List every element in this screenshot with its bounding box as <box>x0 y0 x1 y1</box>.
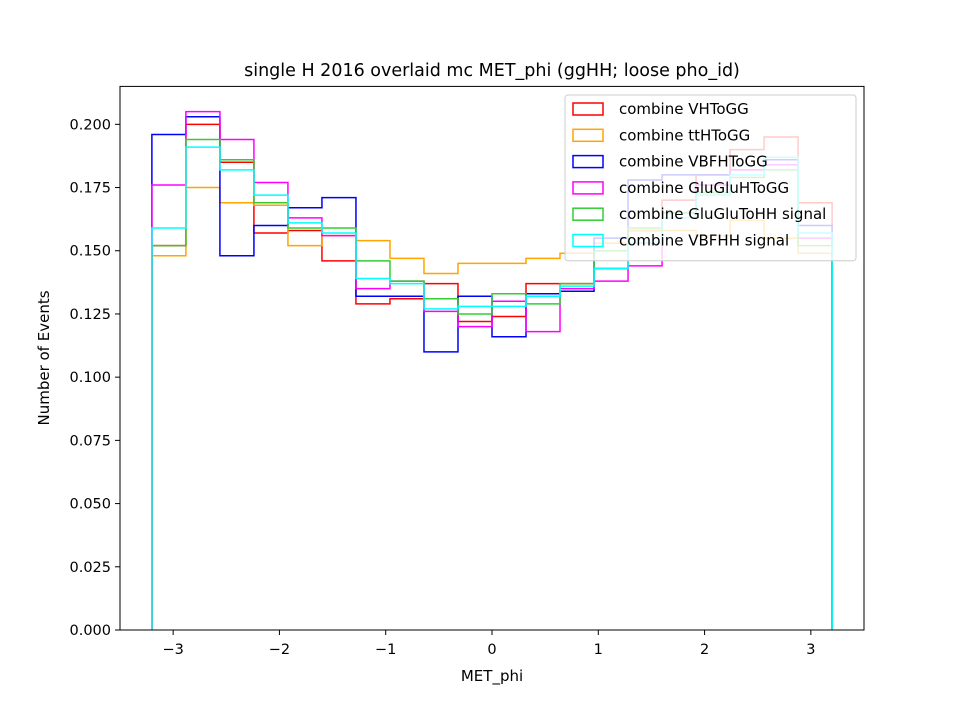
legend-swatch <box>572 128 604 143</box>
y-tick-label: 0.125 <box>69 307 111 323</box>
y-tick-label: 0.150 <box>69 244 111 260</box>
y-tick-label: 0.175 <box>69 181 111 197</box>
legend-box <box>564 94 857 262</box>
x-tick-label: −2 <box>269 642 290 658</box>
x-tick-label: −3 <box>162 642 183 658</box>
legend-label: combine GluGluToHH signal <box>619 205 826 223</box>
y-tick-label: 0.000 <box>69 623 111 639</box>
x-tick-label: 3 <box>806 642 815 658</box>
x-axis-label: MET_phi <box>461 667 523 686</box>
x-tick-label: 2 <box>700 642 709 658</box>
y-tick-label: 0.025 <box>69 560 111 576</box>
y-axis-label: Number of Events <box>35 290 53 425</box>
y-tick-label: 0.100 <box>69 370 111 386</box>
x-tick-label: 0 <box>487 642 496 658</box>
x-axis: −3 −2 −1 0 1 2 3 <box>162 630 815 658</box>
legend-label: combine VBFHToGG <box>619 153 768 171</box>
y-tick-label: 0.050 <box>69 497 111 513</box>
legend-swatch <box>572 154 604 169</box>
legend-label: combine GluGluHToGG <box>619 179 789 197</box>
y-axis: 0.000 0.025 0.050 0.075 0.100 0.125 0.150 0.175… <box>69 117 120 639</box>
legend-label: combine VHToGG <box>619 100 749 118</box>
legend-label: combine VBFHH signal <box>619 232 789 250</box>
chart-title: single H 2016 overlaid mc MET_phi (ggHH;… <box>244 61 740 81</box>
legend-swatch <box>572 181 604 195</box>
legend-label: combine ttHToGG <box>619 126 750 144</box>
legend-swatch <box>572 207 604 221</box>
legend-swatch <box>572 102 604 116</box>
x-tick-label: −1 <box>375 642 396 658</box>
y-tick-label: 0.075 <box>69 433 111 449</box>
y-tick-label: 0.200 <box>69 117 111 133</box>
legend-swatch <box>572 233 604 248</box>
x-tick-label: 1 <box>594 642 603 658</box>
legend: combine VHToGG combine ttHToGG combine VBF… <box>564 94 857 262</box>
